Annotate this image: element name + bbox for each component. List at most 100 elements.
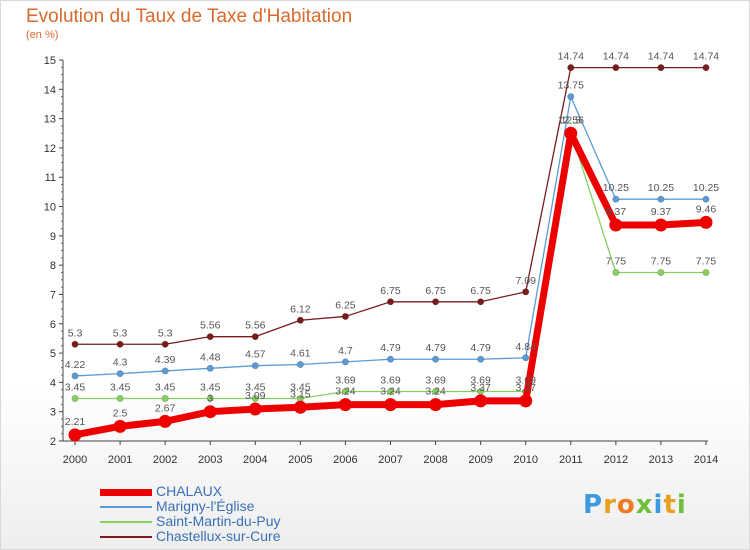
- data-label: 3.24: [425, 386, 446, 398]
- logo-letter: i: [676, 490, 687, 520]
- data-point: [522, 288, 530, 296]
- y-tick-label: 7: [50, 289, 56, 301]
- data-point: [612, 64, 620, 72]
- x-tick-label: 2007: [378, 454, 402, 466]
- data-label: 4.48: [200, 351, 221, 363]
- data-point: [702, 195, 710, 203]
- data-label: 4.7: [338, 345, 353, 357]
- data-label: 5.56: [200, 320, 221, 332]
- data-label: 6.75: [470, 285, 491, 297]
- data-point: [71, 395, 79, 403]
- data-point: [654, 218, 668, 232]
- data-label: 9.37: [606, 206, 627, 218]
- data-label: 6.25: [335, 299, 356, 311]
- data-label: 12.56: [558, 115, 584, 127]
- data-point: [386, 298, 394, 306]
- data-label: 4.84: [515, 341, 536, 353]
- data-label: 3.09: [245, 390, 266, 402]
- y-tick-label: 14: [44, 84, 56, 96]
- data-label: 4.79: [470, 342, 491, 354]
- data-label: 4.3: [113, 357, 128, 369]
- legend-swatch: [100, 488, 152, 496]
- data-point: [432, 298, 440, 306]
- data-label: 3.69: [425, 374, 446, 386]
- data-point: [161, 367, 169, 375]
- data-point: [522, 354, 530, 362]
- data-label: 3.37: [515, 382, 536, 394]
- data-point: [251, 333, 259, 341]
- data-point: [432, 355, 440, 363]
- data-point: [609, 218, 623, 232]
- data-label: 3.69: [470, 374, 491, 386]
- line-chart: 2 3 4 5 6 7 8 9 10 11 12 13 14 15 2000 2001 2002 2003 2004…: [44, 51, 720, 466]
- data-point: [657, 195, 665, 203]
- data-point: [567, 93, 575, 101]
- data-label: 3.45: [200, 382, 221, 394]
- data-point: [341, 312, 349, 320]
- data-label: 4.79: [425, 342, 446, 354]
- data-label: 13.75: [558, 80, 584, 92]
- data-point: [296, 361, 304, 369]
- data-point: [206, 395, 214, 403]
- data-label: 10.25: [693, 182, 719, 194]
- chart-title: Evolution du Taux de Taxe d'Habitation: [26, 6, 353, 27]
- data-point: [612, 195, 620, 203]
- data-label: 10.25: [648, 182, 674, 194]
- x-tick-label: 2013: [649, 454, 673, 466]
- data-point: [161, 340, 169, 348]
- data-label: 3.45: [245, 382, 266, 394]
- data-point: [699, 215, 713, 229]
- data-point: [341, 358, 349, 366]
- x-tick-label: 2009: [468, 454, 492, 466]
- legend-label: Chastellux-sur-Cure: [156, 528, 281, 544]
- data-point: [296, 316, 304, 324]
- data-point: [206, 364, 214, 372]
- x-tick-label: 2005: [288, 454, 312, 466]
- data-point: [612, 268, 620, 276]
- data-point: [71, 340, 79, 348]
- data-point: [384, 398, 397, 412]
- data-label: 3.69: [335, 374, 356, 386]
- y-tick-label: 9: [50, 231, 56, 243]
- data-point: [564, 126, 578, 140]
- data-label: 7.75: [651, 255, 672, 267]
- data-label: 9.46: [696, 203, 717, 215]
- data-point: [386, 355, 394, 363]
- data-point: [702, 268, 710, 276]
- data-label: 3.45: [65, 382, 86, 394]
- legend-label: Saint-Martin-du-Puy: [156, 513, 281, 529]
- y-tick-label: 6: [50, 319, 56, 331]
- data-point: [203, 405, 217, 419]
- logo-letter: x: [635, 490, 654, 520]
- data-label: 4.57: [245, 349, 266, 361]
- y-tick-label: 11: [45, 172, 56, 184]
- data-label: 4.22: [65, 359, 86, 371]
- data-label: 3.69: [515, 374, 536, 386]
- data-label: 9.37: [651, 206, 672, 218]
- y-tick-label: 3: [50, 407, 56, 419]
- data-point: [341, 387, 349, 395]
- data-label: 3.45: [155, 382, 176, 394]
- data-label: 5.56: [245, 320, 266, 332]
- data-label: 2.67: [155, 402, 176, 414]
- data-label: 3.15: [290, 388, 311, 400]
- data-point: [248, 402, 262, 416]
- data-point: [116, 340, 124, 348]
- x-tick-label: 2012: [604, 454, 628, 466]
- data-point: [474, 394, 488, 408]
- data-point: [251, 362, 259, 370]
- data-label: 3: [207, 393, 213, 405]
- data-point: [68, 428, 82, 442]
- data-point: [293, 400, 307, 414]
- data-label: 7.75: [696, 255, 717, 267]
- unit-label: (en %): [26, 29, 59, 41]
- data-label: 7.09: [515, 275, 536, 287]
- x-tick-label: 2008: [423, 454, 447, 466]
- logo-letter: t: [663, 490, 677, 520]
- y-tick-label: 12: [44, 143, 56, 155]
- data-label: 3.69: [380, 374, 401, 386]
- data-point: [429, 398, 443, 412]
- legend-swatch: [100, 521, 152, 523]
- data-label: 3.37: [470, 382, 491, 394]
